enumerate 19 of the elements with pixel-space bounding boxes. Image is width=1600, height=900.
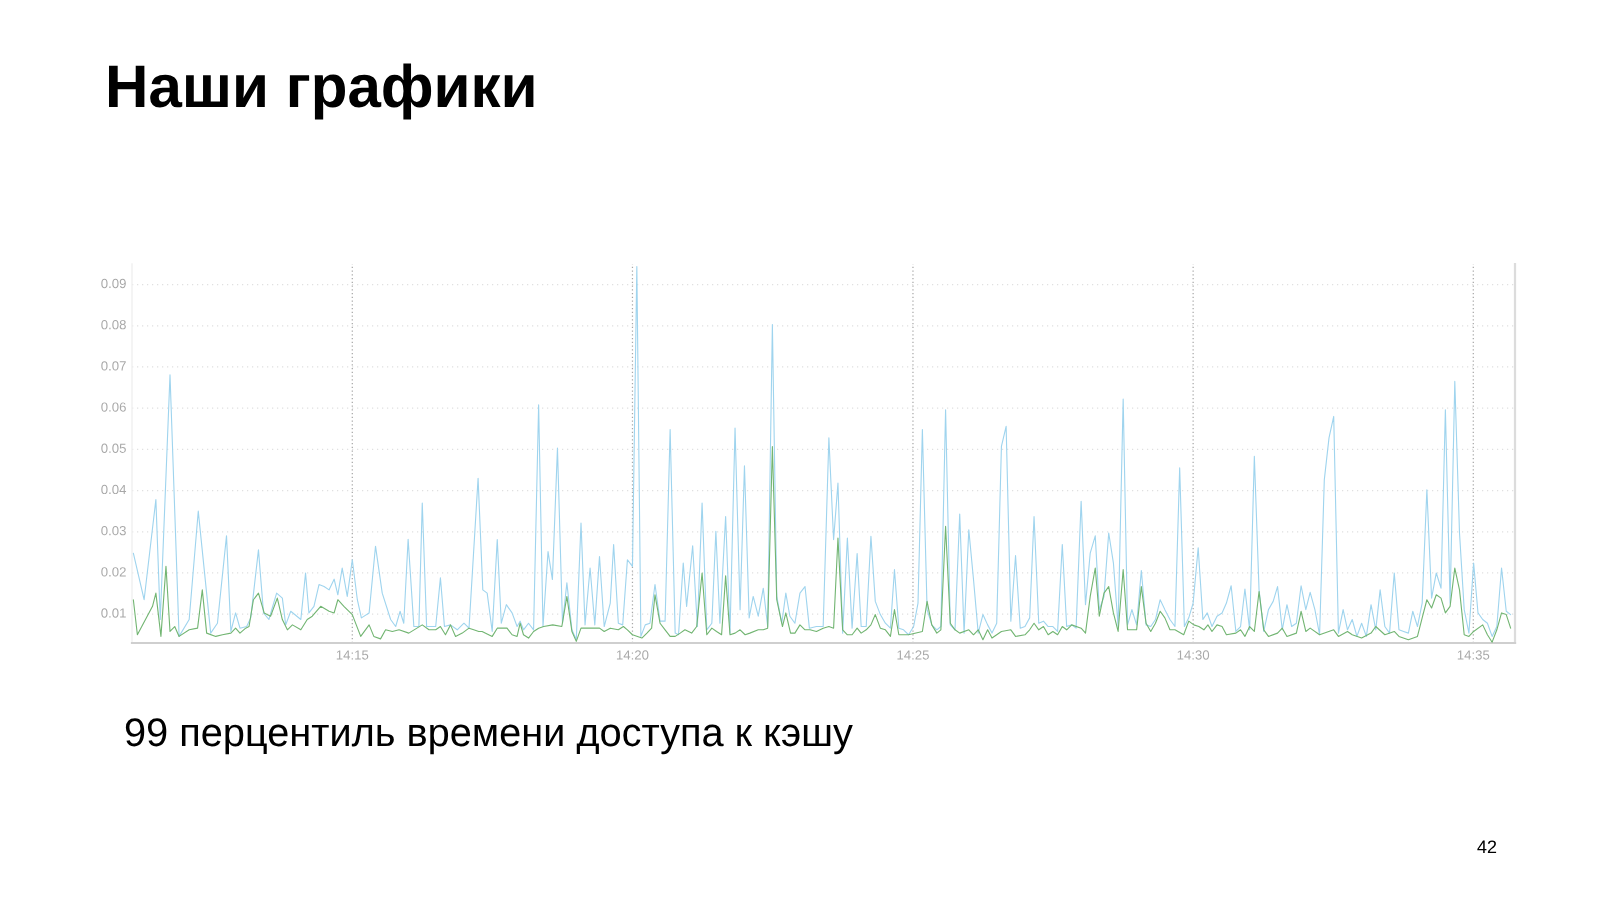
line-series [132,265,1512,641]
y-tick-label: 0.08 [101,319,126,330]
line-series [132,445,1512,643]
chart-title: Наши графики [109,63,534,120]
text: 42 [1477,840,1497,853]
y-tick-label: 0.06 [101,402,126,412]
y-tick-label: 0.07 [101,361,126,371]
x-tick-label: 14:35 [1457,650,1490,660]
x-tick-label: 14:25 [897,650,929,660]
y-tick-label: 0.05 [101,443,126,453]
y-tick-label: 0.01 [101,608,126,618]
y-tick-label: 0.04 [101,484,127,495]
x-tick-label: 14:30 [1177,650,1210,660]
text: 99 перцентиль времени доступа к кэшу [125,718,853,755]
x-tick-label: 14:20 [616,650,649,660]
y-tick-label: 0.09 [101,278,126,289]
x-tick-label: 14:15 [336,650,369,660]
y-tick-label: 0.02 [101,567,126,577]
y-tick-label: 0.03 [101,525,126,536]
